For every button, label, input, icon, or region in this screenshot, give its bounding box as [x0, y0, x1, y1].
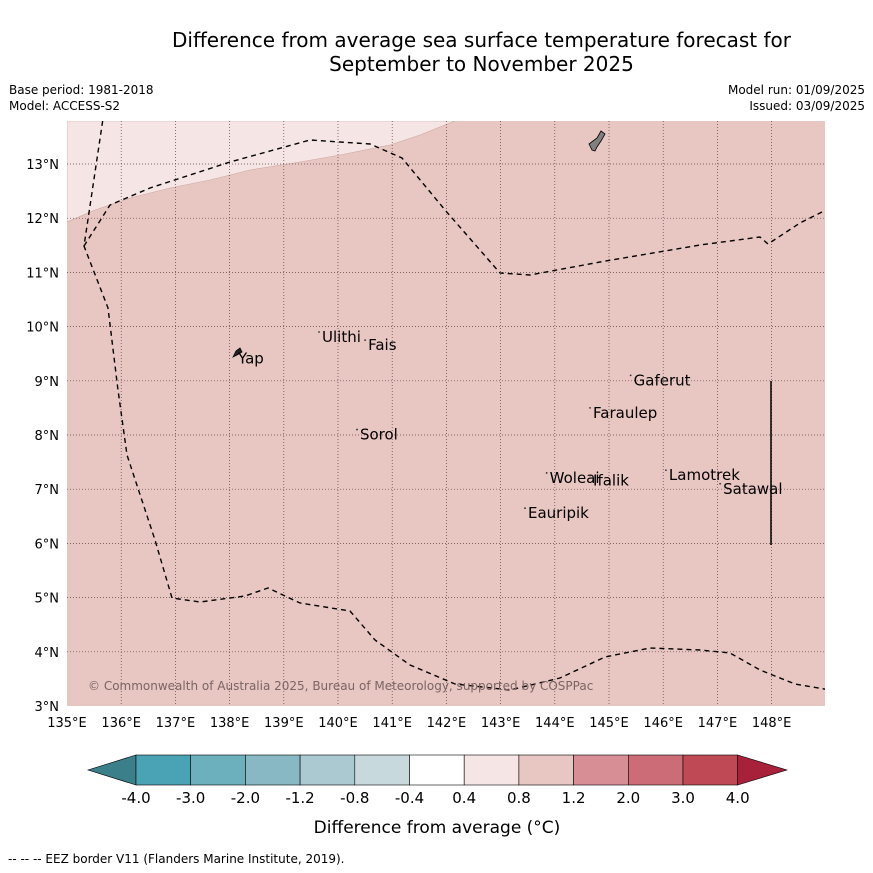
island-marker — [719, 482, 722, 485]
place-label: Faraulep — [593, 404, 657, 422]
longitude-tick-label: 142°E — [427, 716, 467, 731]
colorbar-tick-label: -2.0 — [231, 789, 260, 807]
graticule — [67, 121, 825, 706]
colorbar-tick-label: 0.8 — [507, 789, 531, 807]
copyright-notice: © Commonwealth of Australia 2025, Bureau… — [88, 679, 593, 693]
eez-border-north — [83, 139, 825, 276]
island-marker — [364, 339, 366, 342]
ocean-anomaly-fill — [67, 121, 825, 706]
island-marker — [318, 331, 320, 333]
colorbar-label: Difference from average (°C) — [314, 818, 561, 838]
meta-left: Base period: 1981-2018 Model: ACCESS-S2 — [9, 82, 154, 114]
longitude-tick-label: 147°E — [698, 716, 738, 731]
colorbar-bin — [627, 754, 684, 786]
ocean-anomaly-light-region — [67, 121, 456, 223]
latitude-tick-labels: 3°N 4°N 5°N 6°N 7°N 8°N 9°N 10°N 11°N 12°N 13°N — [26, 158, 59, 715]
eez-border-west-south — [83, 121, 825, 691]
longitude-tick-label: 138°E — [210, 716, 250, 731]
colorbar-bin — [409, 754, 465, 786]
colorbar-bin — [354, 754, 410, 786]
place-label: Ifalik — [593, 472, 629, 490]
place-label: Gaferut — [634, 371, 691, 389]
place-labels: Yap Ulithi Fais Gaferut Faraulep Sorol Lamotre… — [234, 328, 783, 522]
colorbar-below-extension — [86, 754, 137, 786]
place-label: Satawal — [723, 480, 782, 498]
latitude-tick-label: 3°N — [35, 700, 60, 715]
latitude-tick-label: 13°N — [26, 158, 59, 173]
longitude-tick-label: 139°E — [264, 716, 304, 731]
longitude-tick-label: 144°E — [535, 716, 575, 731]
latitude-tick-label: 4°N — [35, 646, 60, 661]
longitude-tick-label: 148°E — [752, 716, 792, 731]
colorbar-bin — [299, 754, 356, 786]
colorbar-bin — [463, 754, 520, 786]
colorbar-tick-label: 2.0 — [616, 789, 640, 807]
island-marker — [589, 474, 591, 477]
latitude-tick-label: 10°N — [26, 321, 59, 336]
colorbar: -4.0 -3.0 -2.0 -1.2 -0.8 -0.4 0.4 0.8 1.2 2.0 3.0 4… — [86, 754, 789, 807]
yap-island-shape — [232, 347, 243, 358]
colorbar-bin — [682, 754, 739, 786]
island-marker — [665, 469, 667, 472]
latitude-tick-label: 12°N — [26, 212, 59, 227]
colorbar-tick-label: -3.0 — [176, 789, 205, 807]
eez-source-note: -- -- -- EEZ border V11 (Flanders Marine… — [8, 852, 345, 866]
map-area: Yap Ulithi Fais Gaferut Faraulep Sorol Lamotre… — [67, 121, 825, 706]
colorbar-bin — [573, 754, 629, 786]
island-marker — [356, 428, 358, 431]
meta-right: Model run: 01/09/2025 Issued: 03/09/2025 — [728, 82, 865, 114]
island-marker — [524, 507, 526, 510]
place-label: Woleai — [550, 469, 600, 487]
map-title: Difference from average sea surface temp… — [45, 28, 873, 76]
colorbar-tick-label: -4.0 — [121, 789, 150, 807]
colorbar-bin — [190, 754, 246, 786]
colorbar-bin — [518, 754, 574, 786]
latitude-tick-label: 5°N — [35, 592, 60, 607]
island-marker — [545, 472, 548, 474]
colorbar-bin — [245, 754, 301, 786]
colorbar-tick-label: 0.4 — [452, 789, 476, 807]
latitude-tick-label: 7°N — [35, 483, 60, 498]
colorbar-tick-label: -0.8 — [340, 789, 369, 807]
colorbar-tick-label: -0.4 — [395, 789, 424, 807]
longitude-tick-label: 137°E — [156, 716, 196, 731]
longitude-tick-label: 135°E — [47, 716, 87, 731]
island-marker — [589, 407, 591, 409]
place-label: Ulithi — [322, 328, 361, 346]
island-marker — [629, 374, 632, 377]
place-label: Yap — [237, 350, 264, 368]
title-line-2: September to November 2025 — [329, 52, 634, 76]
issued-date: Issued: 03/09/2025 — [749, 99, 865, 113]
colorbar-tick-label: 1.2 — [562, 789, 586, 807]
title-line-1: Difference from average sea surface temp… — [171, 28, 791, 52]
longitude-tick-label: 145°E — [589, 716, 629, 731]
latitude-tick-label: 11°N — [26, 266, 59, 281]
colorbar-tick-label: -1.2 — [285, 789, 314, 807]
place-label: Lamotrek — [669, 466, 740, 484]
place-label: Fais — [368, 336, 397, 354]
model-name: Model: ACCESS-S2 — [9, 99, 121, 113]
latitude-tick-label: 9°N — [35, 375, 60, 390]
latitude-tick-label: 8°N — [35, 429, 60, 444]
longitude-tick-label: 136°E — [101, 716, 141, 731]
colorbar-above-extension — [737, 754, 789, 786]
longitude-tick-label: 140°E — [318, 716, 358, 731]
colorbar-tick-label: 3.0 — [671, 789, 695, 807]
longitude-tick-label: 146°E — [643, 716, 683, 731]
place-label: Sorol — [360, 426, 398, 444]
base-period: Base period: 1981-2018 — [9, 83, 154, 97]
island-marker — [234, 352, 236, 355]
longitude-tick-label: 143°E — [481, 716, 521, 731]
colorbar-bin — [135, 754, 192, 786]
colorbar-tick-label: 4.0 — [726, 789, 750, 807]
longitude-tick-label: 141°E — [372, 716, 412, 731]
model-run: Model run: 01/09/2025 — [727, 83, 865, 97]
latitude-tick-label: 6°N — [35, 537, 60, 552]
longitude-tick-labels: 135°E 136°E 137°E 138°E 139°E 140°E 141°E 142°E… — [47, 716, 791, 731]
guam-island-shape — [588, 130, 606, 152]
place-label: Eauripik — [528, 504, 589, 522]
